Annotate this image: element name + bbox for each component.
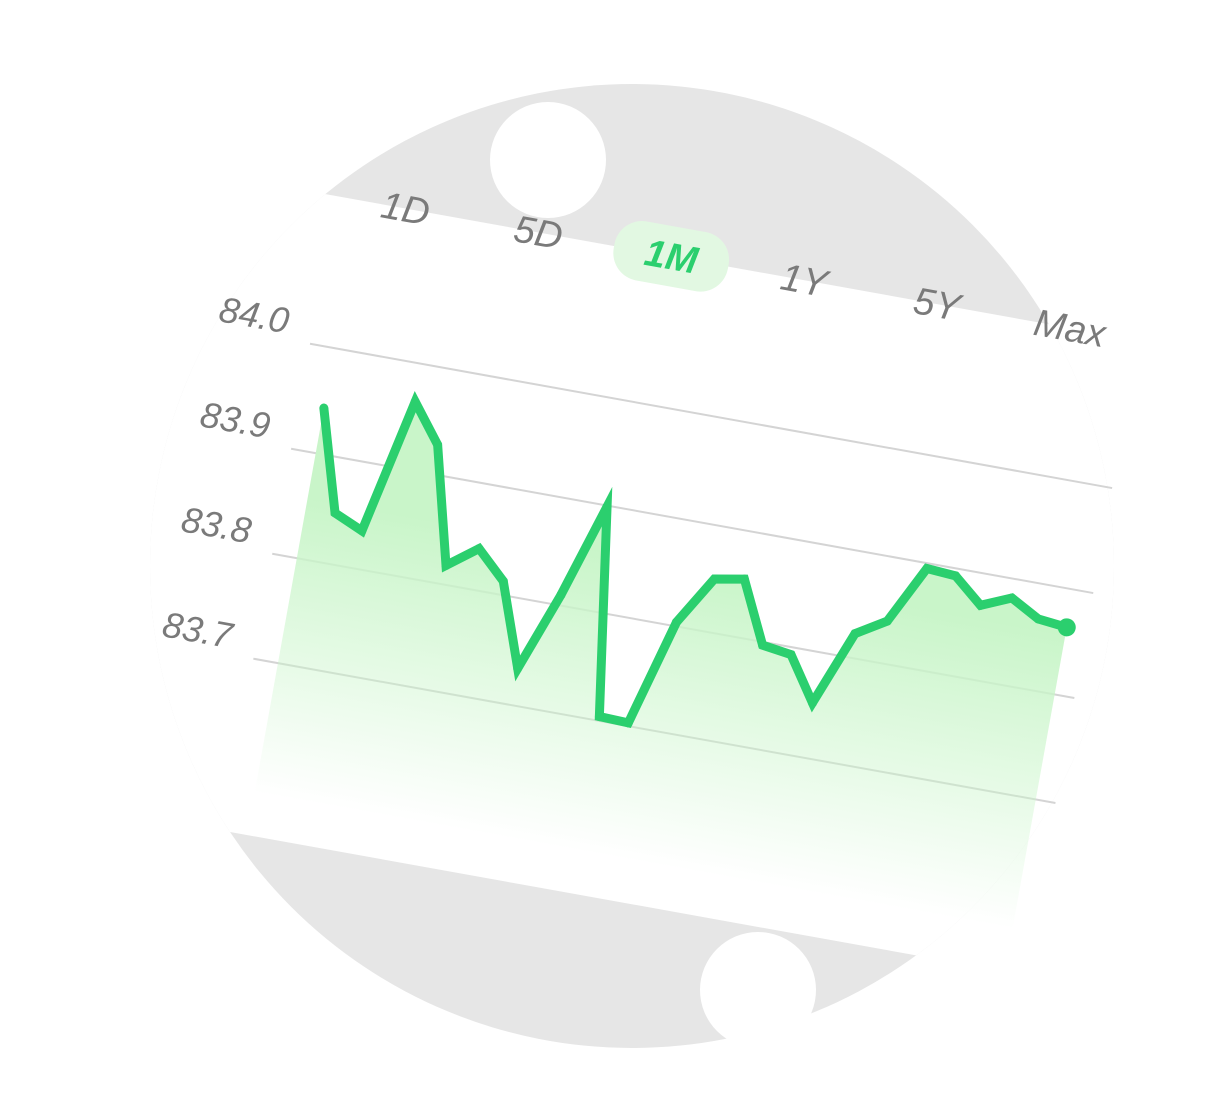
series-point [951, 571, 961, 581]
series-point [474, 544, 484, 554]
series-point [330, 508, 340, 518]
range-option-label: 1D [378, 185, 433, 235]
series-area [253, 401, 1067, 938]
series-point [709, 574, 719, 584]
series-point [498, 576, 508, 586]
range-option-label: 5Y [910, 280, 966, 330]
series-point [357, 526, 367, 536]
range-option-1m[interactable]: 1M [609, 217, 734, 297]
range-option-active-pill [613, 221, 730, 292]
series-points [319, 397, 1076, 728]
range-option-label: 1Y [777, 256, 833, 306]
series-point [513, 663, 523, 673]
series-point [594, 712, 604, 722]
range-selector: 1D 5D 1M 1Y 5Y Max [378, 185, 1111, 357]
backdrop-notch-bottom [700, 932, 816, 1048]
range-option-label: 5D [511, 208, 566, 258]
series-end-dot [1057, 618, 1076, 637]
range-option-1d[interactable]: 1D [378, 185, 433, 235]
series-point [556, 590, 566, 600]
series-point [739, 574, 749, 584]
series-point [786, 650, 796, 660]
series-point [671, 617, 681, 627]
range-option-5d[interactable]: 5D [511, 208, 566, 258]
series-point [807, 698, 817, 708]
series-point [602, 502, 612, 512]
range-option-label: 1M [641, 232, 702, 283]
series-point [1007, 593, 1017, 603]
series-point [1033, 614, 1043, 624]
series-point [441, 560, 451, 570]
series-point [319, 403, 329, 413]
series-point [850, 629, 860, 639]
series-point [882, 616, 892, 626]
range-option-5y[interactable]: 5Y [910, 280, 966, 330]
series-point [922, 564, 932, 574]
gridline [309, 342, 1113, 490]
series-point [975, 600, 985, 610]
series-point [410, 397, 420, 407]
series-point [623, 718, 633, 728]
chart-content: 1D 5D 1M 1Y 5Y Max 84.083.983.883.7 [159, 185, 1113, 938]
series-point [433, 440, 443, 450]
series-point [758, 640, 768, 650]
backdrop-notch-top [490, 102, 606, 218]
range-option-1y[interactable]: 1Y [777, 256, 833, 306]
